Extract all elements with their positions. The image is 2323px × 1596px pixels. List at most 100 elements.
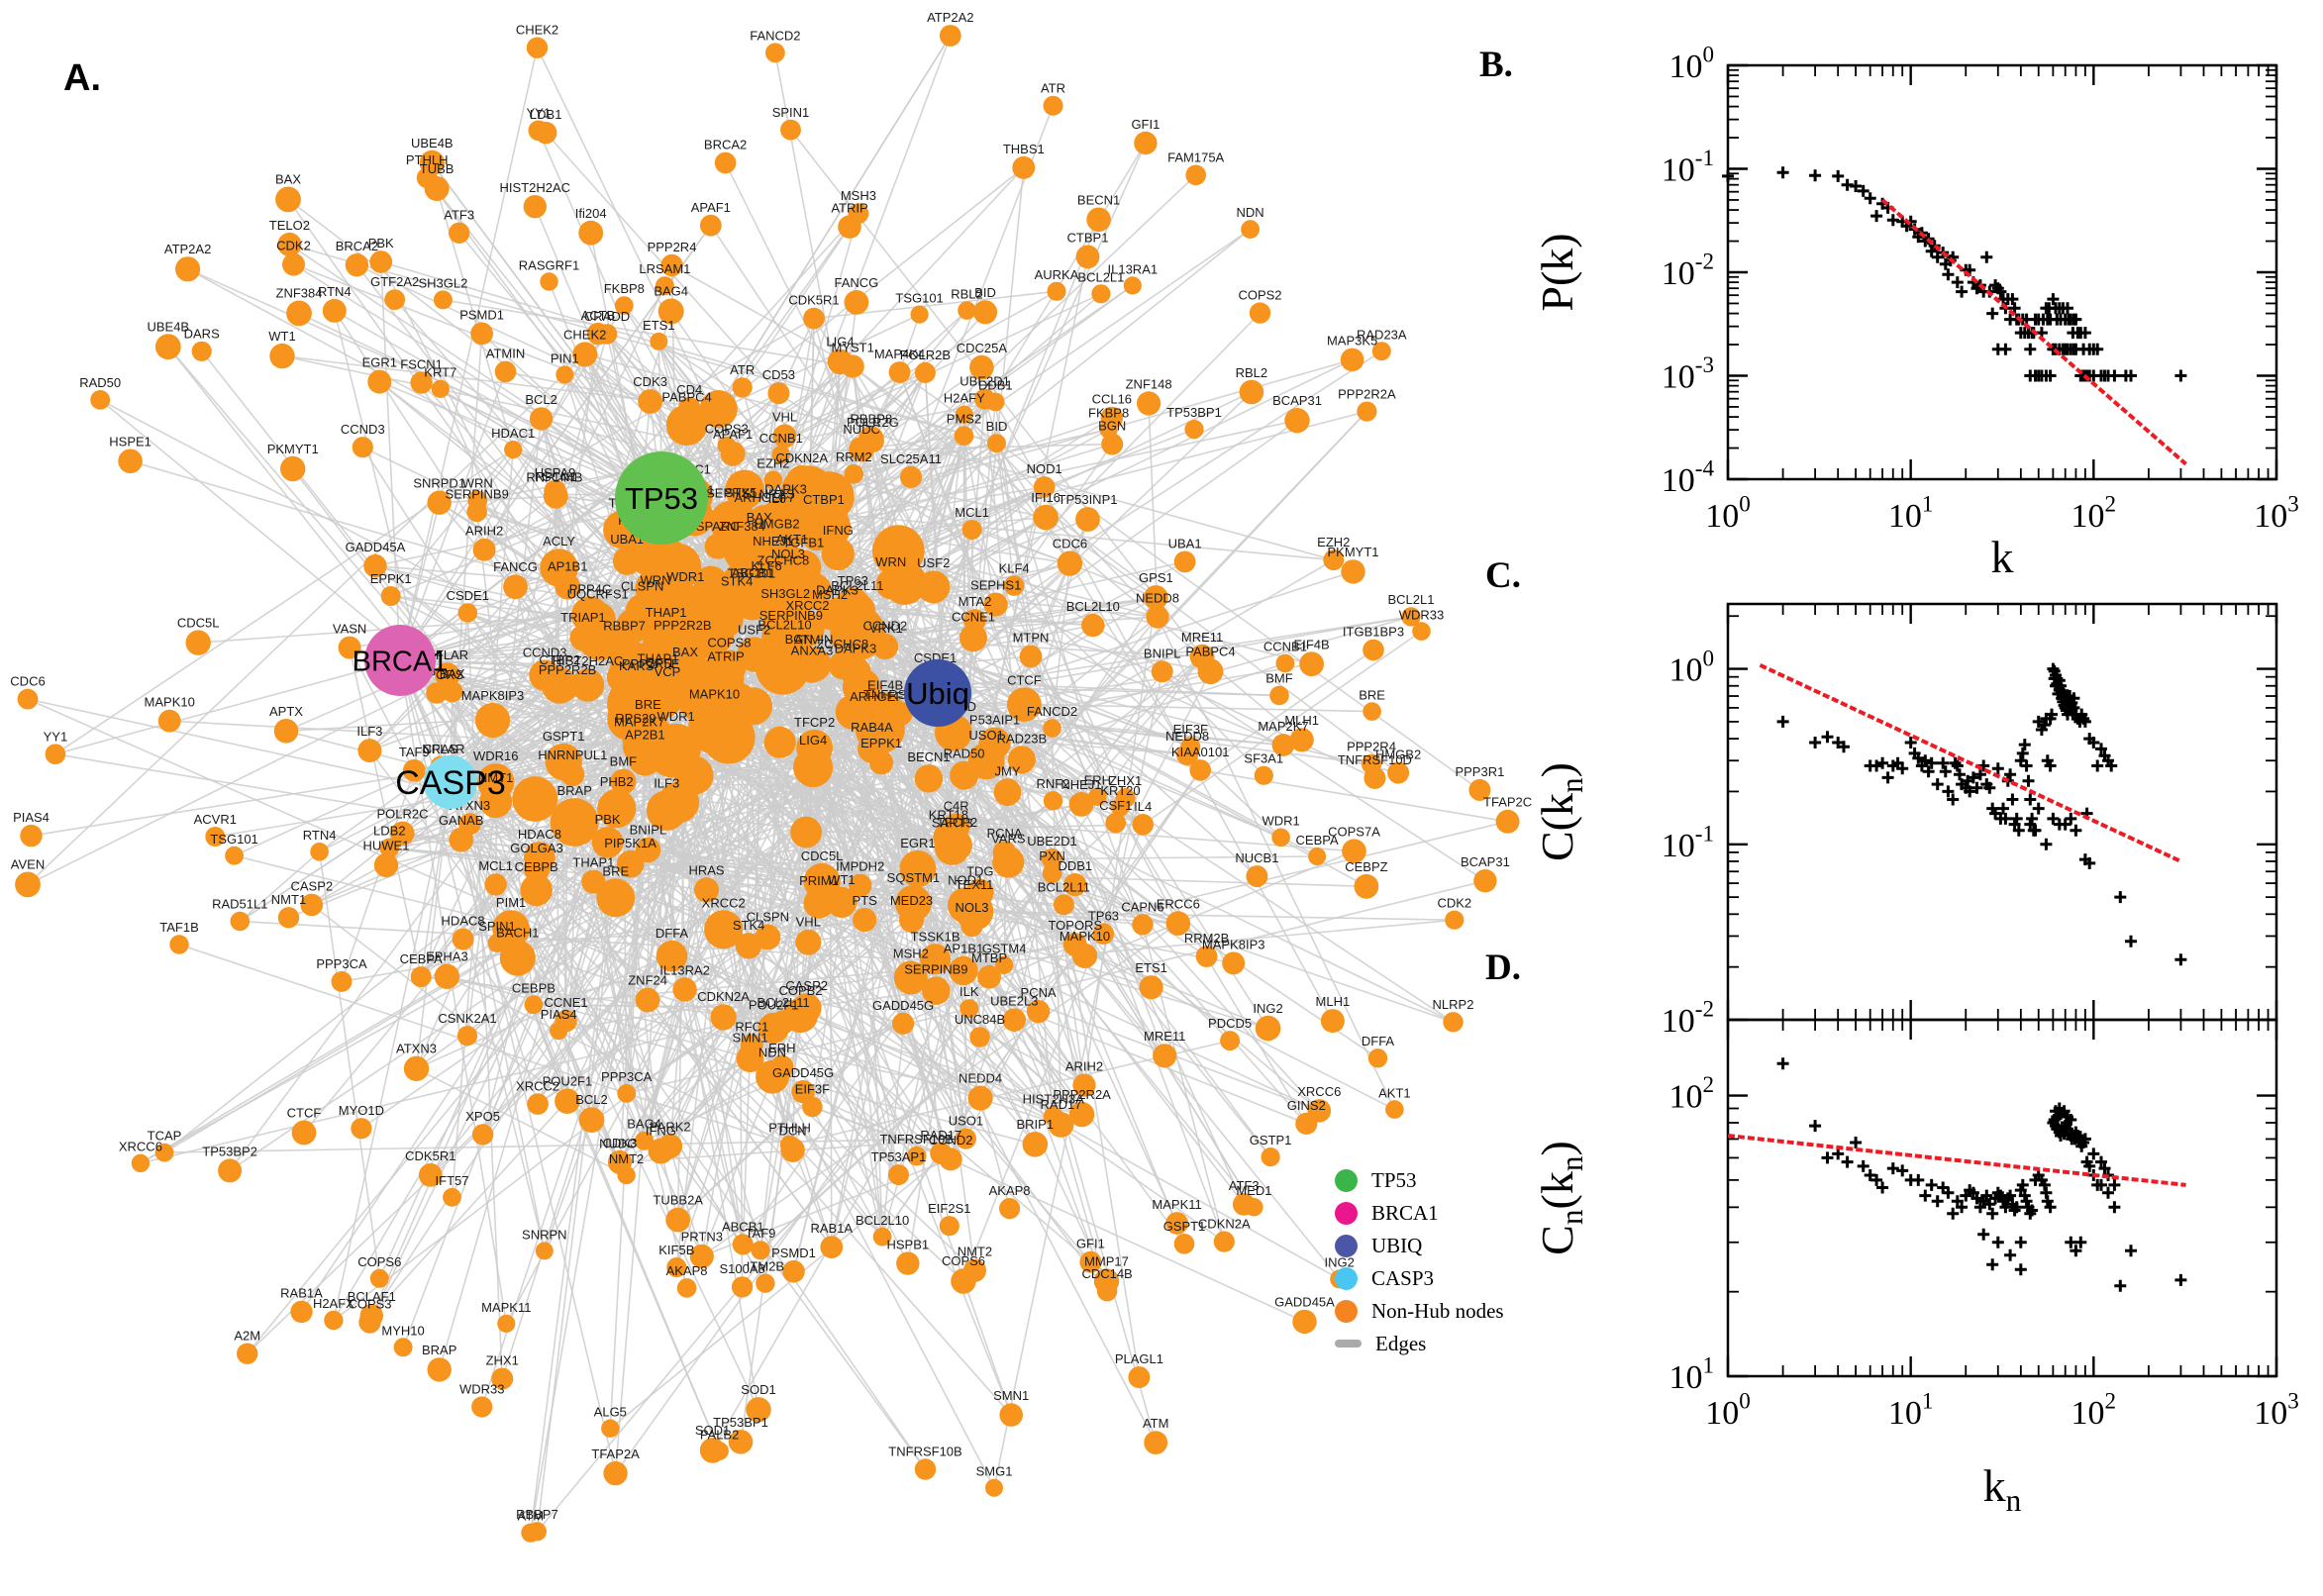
- network-node[interactable]: [477, 763, 515, 801]
- network-node[interactable]: [416, 167, 438, 189]
- network-node[interactable]: [714, 151, 737, 174]
- network-node[interactable]: [606, 661, 640, 694]
- network-node[interactable]: [939, 1216, 960, 1237]
- network-node[interactable]: [1134, 131, 1158, 155]
- network-node[interactable]: [1096, 1281, 1118, 1302]
- network-node[interactable]: [578, 1107, 605, 1133]
- network-node[interactable]: [1292, 1309, 1317, 1335]
- hub-node-Ubiq[interactable]: [904, 659, 971, 727]
- network-node[interactable]: [899, 849, 937, 887]
- network-node[interactable]: [910, 305, 929, 324]
- network-node[interactable]: [803, 307, 825, 330]
- network-node[interactable]: [1132, 814, 1154, 836]
- network-node[interactable]: [782, 1259, 805, 1283]
- network-node[interactable]: [324, 1310, 344, 1331]
- network-node[interactable]: [969, 354, 994, 380]
- network-node[interactable]: [118, 449, 143, 474]
- network-node[interactable]: [572, 342, 598, 367]
- network-node[interactable]: [725, 469, 764, 510]
- network-node[interactable]: [1092, 923, 1115, 945]
- network-node[interactable]: [746, 1397, 771, 1423]
- network-node[interactable]: [643, 620, 689, 666]
- network-node[interactable]: [543, 483, 568, 509]
- network-node[interactable]: [999, 1403, 1023, 1427]
- network-node[interactable]: [526, 37, 549, 58]
- network-node[interactable]: [1189, 759, 1211, 781]
- network-node[interactable]: [1255, 1015, 1281, 1042]
- network-node[interactable]: [540, 272, 558, 291]
- network-node[interactable]: [1063, 873, 1087, 897]
- network-node[interactable]: [780, 646, 818, 683]
- network-node[interactable]: [1241, 220, 1260, 240]
- network-node[interactable]: [1053, 894, 1074, 916]
- network-node[interactable]: [1153, 1044, 1177, 1068]
- network-node[interactable]: [418, 1163, 443, 1187]
- network-node[interactable]: [528, 120, 550, 142]
- network-node[interactable]: [435, 662, 460, 688]
- network-node[interactable]: [157, 709, 181, 733]
- network-node[interactable]: [1139, 975, 1163, 1000]
- network-node[interactable]: [457, 603, 478, 623]
- network-node[interactable]: [601, 1419, 620, 1438]
- network-node[interactable]: [1443, 1012, 1464, 1033]
- network-node[interactable]: [273, 719, 299, 744]
- network-node[interactable]: [1165, 1212, 1188, 1235]
- network-node[interactable]: [933, 822, 964, 853]
- network-node[interactable]: [802, 1096, 823, 1118]
- network-node[interactable]: [1173, 1234, 1195, 1254]
- network-node[interactable]: [1111, 798, 1130, 817]
- network-node[interactable]: [977, 964, 1001, 989]
- network-node[interactable]: [893, 960, 928, 995]
- network-node[interactable]: [403, 1055, 430, 1082]
- network-node[interactable]: [1123, 276, 1142, 295]
- network-node[interactable]: [1185, 164, 1206, 186]
- network-node[interactable]: [635, 837, 661, 863]
- network-node[interactable]: [1132, 914, 1154, 936]
- network-node[interactable]: [967, 743, 1005, 780]
- network-node[interactable]: [751, 1241, 770, 1260]
- network-node[interactable]: [410, 371, 433, 394]
- network-node[interactable]: [987, 434, 1006, 453]
- network-node[interactable]: [17, 688, 39, 710]
- network-node[interactable]: [1468, 778, 1491, 801]
- network-node[interactable]: [614, 296, 634, 315]
- network-node[interactable]: [955, 1128, 977, 1149]
- network-node[interactable]: [1088, 787, 1107, 806]
- network-node[interactable]: [237, 1343, 258, 1364]
- network-node[interactable]: [527, 1093, 549, 1115]
- network-node[interactable]: [728, 1430, 754, 1454]
- network-node[interactable]: [657, 298, 684, 325]
- network-node[interactable]: [384, 289, 406, 310]
- network-node[interactable]: [617, 1084, 637, 1103]
- network-node[interactable]: [555, 1088, 580, 1114]
- network-node[interactable]: [1007, 746, 1036, 774]
- network-node[interactable]: [379, 838, 400, 858]
- network-node[interactable]: [1007, 687, 1042, 722]
- network-node[interactable]: [985, 1478, 1003, 1497]
- network-node[interactable]: [541, 666, 578, 704]
- network-node[interactable]: [899, 465, 923, 488]
- network-node[interactable]: [521, 1523, 541, 1543]
- network-node[interactable]: [1340, 348, 1364, 372]
- network-node[interactable]: [1254, 765, 1273, 785]
- network-node[interactable]: [1249, 302, 1271, 324]
- network-node[interactable]: [914, 1458, 937, 1480]
- network-node[interactable]: [434, 963, 460, 989]
- network-node[interactable]: [393, 1338, 413, 1357]
- network-node[interactable]: [1091, 284, 1111, 304]
- network-node[interactable]: [1184, 420, 1204, 440]
- network-node[interactable]: [1261, 1147, 1280, 1167]
- network-node[interactable]: [491, 1367, 514, 1390]
- network-node[interactable]: [512, 776, 558, 822]
- network-node[interactable]: [983, 592, 1008, 617]
- network-node[interactable]: [470, 322, 493, 346]
- network-node[interactable]: [277, 907, 300, 929]
- network-node[interactable]: [1144, 585, 1168, 610]
- network-node[interactable]: [1299, 651, 1324, 677]
- network-node[interactable]: [767, 382, 790, 405]
- network-node[interactable]: [1062, 933, 1087, 956]
- network-node[interactable]: [1412, 622, 1431, 641]
- network-node[interactable]: [1307, 1099, 1332, 1123]
- network-node[interactable]: [555, 1009, 577, 1033]
- network-node[interactable]: [1323, 549, 1345, 571]
